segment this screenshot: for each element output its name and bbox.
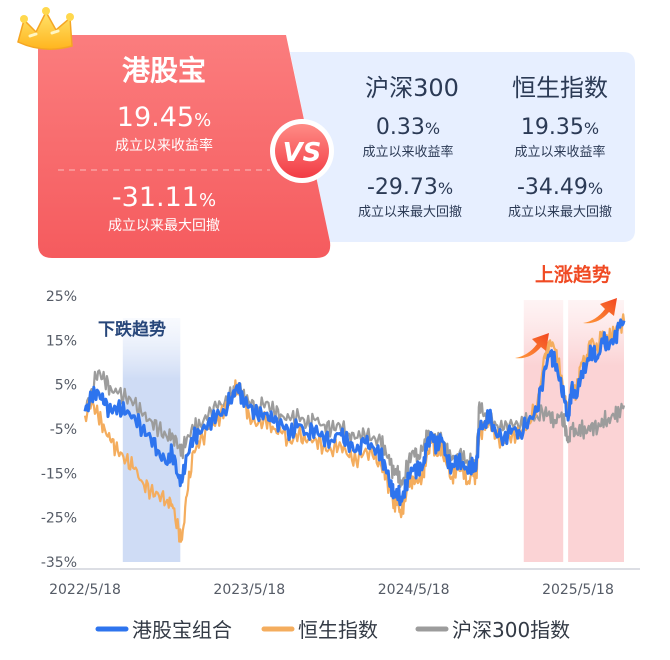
fund-return-number: 19.45 (117, 102, 194, 133)
performance-line-chart: 25% 15% 5% -5% -15% -25% -35% 2022/5/18 2023/5/… (41, 263, 640, 598)
hsi-drawdown-label: 成立以来最大回撤 (508, 204, 612, 220)
y-tick-label: 25% (46, 289, 77, 305)
series-line-csi (83, 369, 626, 489)
uptrend-arrow-icon (515, 333, 549, 359)
x-tick-label: 2023/5/18 (213, 582, 285, 598)
fund-return-unit: % (194, 110, 211, 131)
x-axis: 2022/5/18 2023/5/18 2024/5/18 2025/5/18 (49, 568, 640, 598)
series-lines (83, 313, 626, 543)
hsi-return-number: 19.35 (521, 115, 584, 140)
hsi-drawdown-value: -34.49% (517, 175, 603, 200)
csi-drawdown-value: -29.73% (367, 175, 453, 200)
hsi-title: 恒生指数 (512, 74, 608, 102)
y-tick-label: -5% (50, 422, 77, 438)
x-tick-label: 2022/5/18 (49, 582, 121, 598)
x-tick-label: 2025/5/18 (542, 582, 614, 598)
csi-drawdown-label: 成立以来最大回撤 (358, 204, 462, 220)
hsi-return-label: 成立以来收益率 (514, 144, 605, 160)
hsi-drawdown-unit: % (588, 179, 603, 198)
y-tick-label: -15% (41, 466, 77, 482)
series-line-hk (83, 318, 626, 507)
benchmark-card (290, 52, 635, 242)
fund-drawdown-unit: % (199, 190, 216, 211)
csi-return-number: 0.33 (376, 115, 425, 140)
legend-label: 恒生指数 (298, 618, 378, 642)
y-tick-label: 5% (55, 378, 77, 394)
chart-legend: 港股宝组合 恒生指数 沪深300指数 (95, 618, 570, 642)
downtrend-label: 下跌趋势 (98, 319, 166, 340)
fund-return-value: 19.45% (117, 102, 211, 133)
fund-title: 港股宝 (122, 54, 206, 87)
y-axis: 25% 15% 5% -5% -15% -25% -35% (41, 289, 77, 571)
legend-label: 沪深300指数 (452, 618, 570, 642)
crown-icon (17, 7, 74, 50)
csi-drawdown-unit: % (438, 179, 453, 198)
fund-drawdown-number: -31.11 (112, 182, 199, 213)
fund-drawdown-value: -31.11% (112, 182, 216, 213)
comparison-header: 港股宝 19.45% 成立以来收益率 -31.11% 成立以来最大回撤 VS 沪… (17, 7, 635, 258)
csi-return-label: 成立以来收益率 (362, 144, 453, 160)
csi-return-unit: % (425, 119, 440, 138)
fund-return-label: 成立以来收益率 (115, 137, 213, 154)
hsi-drawdown-number: -34.49 (517, 175, 588, 200)
hsi-return-unit: % (584, 119, 599, 138)
x-tick-label: 2024/5/18 (378, 582, 450, 598)
fund-card (38, 35, 331, 258)
vs-badge: VS (270, 119, 334, 183)
hsi-return-value: 19.35% (521, 115, 599, 140)
uptrend-arrow-icon (583, 298, 617, 324)
series-line-hsi (83, 313, 626, 543)
legend-label: 港股宝组合 (132, 618, 232, 642)
csi-return-value: 0.33% (376, 115, 440, 140)
y-tick-label: -35% (41, 555, 77, 571)
y-tick-label: 15% (46, 333, 77, 349)
fund-drawdown-label: 成立以来最大回撤 (108, 218, 220, 234)
vs-label: VS (283, 138, 322, 168)
uptrend-label: 上涨趋势 (535, 263, 611, 286)
y-tick-label: -25% (41, 511, 77, 527)
csi-drawdown-number: -29.73 (367, 175, 438, 200)
csi-title: 沪深300 (365, 74, 459, 102)
